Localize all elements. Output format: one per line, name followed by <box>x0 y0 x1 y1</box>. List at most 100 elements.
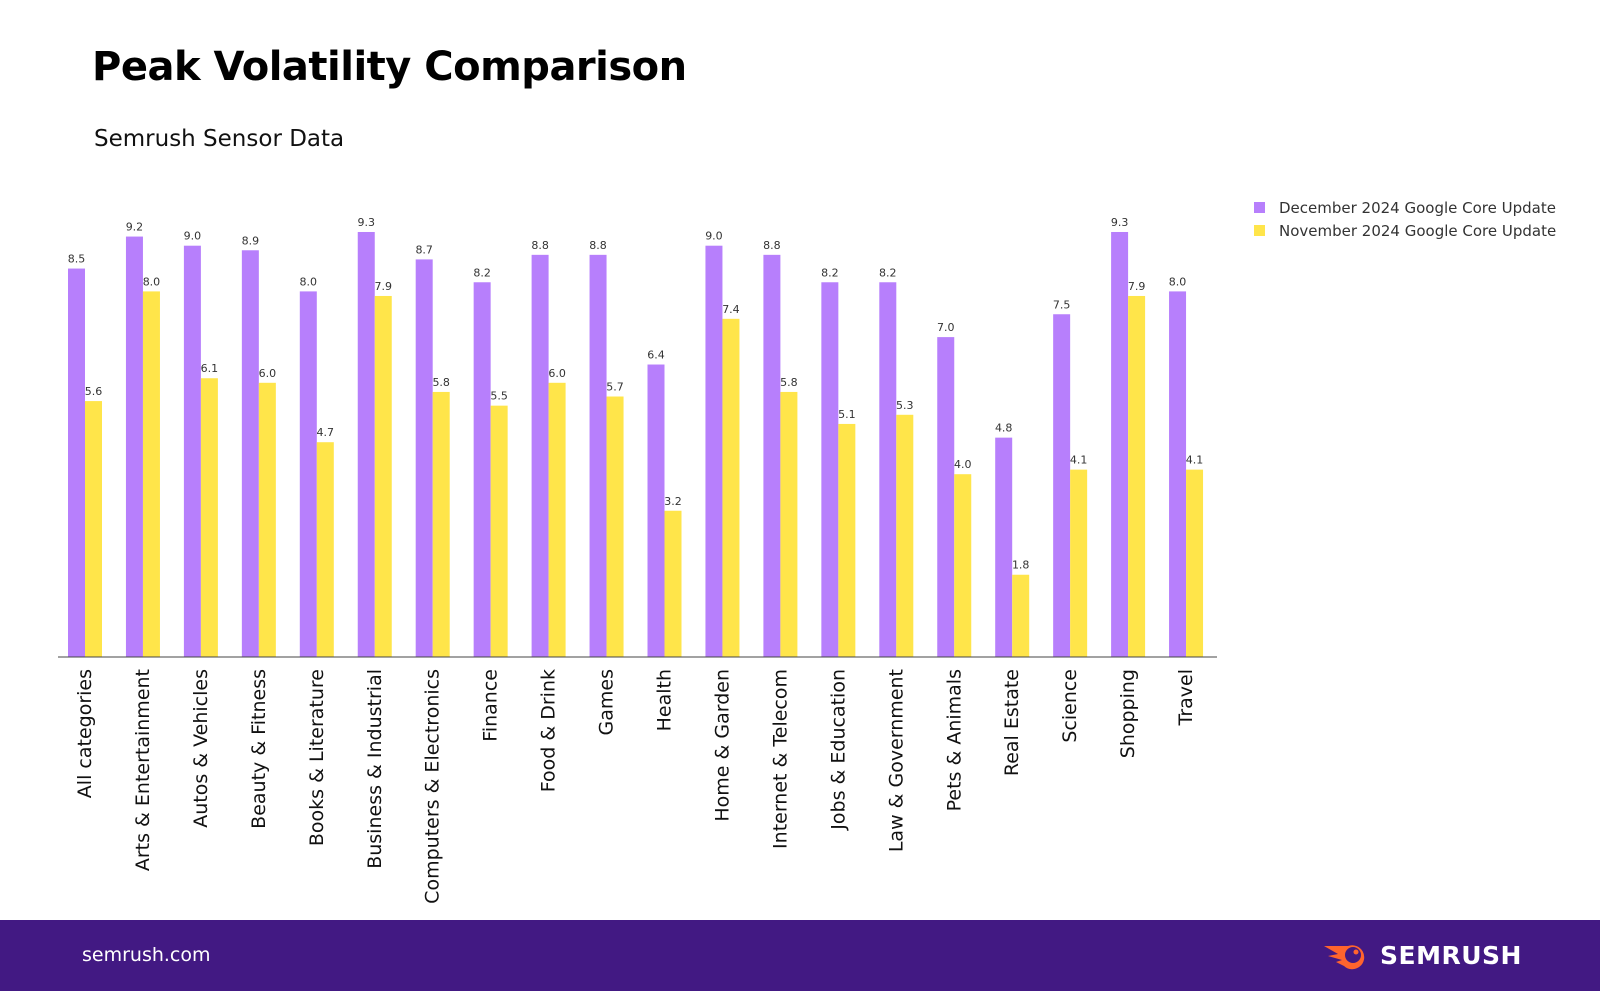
bar-chart: 8.5 5.6 All categories 9.2 8.0 Arts & Enterta… <box>58 216 1217 904</box>
bar <box>879 282 897 657</box>
data-label: 4.8 <box>995 422 1013 435</box>
bar <box>606 396 624 657</box>
data-label: 6.0 <box>259 367 277 380</box>
semrush-logo: SEMRUSH <box>1322 940 1522 970</box>
bar <box>589 254 607 657</box>
x-tick-label: Shopping <box>1117 669 1139 758</box>
data-label: 4.7 <box>317 426 335 439</box>
legend-item-november: November 2024 Google Core Update <box>1254 219 1556 242</box>
bar <box>722 318 740 657</box>
data-label: 1.8 <box>1012 559 1030 572</box>
legend-item-december: December 2024 Google Core Update <box>1254 196 1556 219</box>
x-tick-label: Travel <box>1175 669 1197 726</box>
x-tick-label: Arts & Entertainment <box>132 669 154 871</box>
x-tick-label: Health <box>654 669 676 731</box>
data-label: 8.2 <box>821 266 839 279</box>
data-label: 7.4 <box>722 303 740 316</box>
bar <box>200 378 218 657</box>
data-label: 4.1 <box>1070 454 1088 467</box>
bar <box>531 254 549 657</box>
logo-text: SEMRUSH <box>1380 940 1522 970</box>
x-tick-label: Real Estate <box>1001 669 1023 776</box>
data-label: 8.8 <box>763 239 781 252</box>
x-tick-label: Science <box>1059 669 1081 743</box>
bar <box>415 259 433 657</box>
legend-swatch <box>1254 225 1265 236</box>
data-label: 8.9 <box>242 234 260 247</box>
x-tick-label: Games <box>596 669 618 735</box>
bar <box>432 391 450 657</box>
bar <box>763 254 781 657</box>
footer: semrush.com SEMRUSH <box>0 920 1600 991</box>
data-label: 8.0 <box>1169 275 1187 288</box>
data-label: 6.1 <box>201 362 219 375</box>
x-tick-label: Finance <box>480 669 502 742</box>
bar <box>937 337 955 657</box>
site-link[interactable]: semrush.com <box>82 944 211 966</box>
legend: December 2024 Google Core Update Novembe… <box>1254 196 1556 242</box>
bar <box>1186 469 1204 657</box>
bar <box>125 236 143 657</box>
bar <box>299 291 317 657</box>
bar <box>995 437 1013 657</box>
x-tick-label: Jobs & Education <box>827 669 849 831</box>
x-tick-label: Pets & Animals <box>943 669 965 811</box>
data-label: 5.8 <box>780 376 798 389</box>
data-label: 8.0 <box>300 275 318 288</box>
data-label: 9.3 <box>358 216 376 229</box>
data-label: 8.5 <box>68 253 86 266</box>
x-tick-label: Internet & Telecom <box>769 669 791 849</box>
data-label: 7.9 <box>375 280 393 293</box>
data-label: 7.0 <box>937 321 955 334</box>
data-label: 5.6 <box>85 385 103 398</box>
bar <box>1111 231 1129 658</box>
chart-subtitle: Semrush Sensor Data <box>94 126 345 152</box>
bar <box>490 405 508 657</box>
bar <box>1128 295 1146 657</box>
bar <box>664 510 682 657</box>
x-tick-label: Computers & Electronics <box>422 669 444 904</box>
flame-icon <box>1324 945 1365 970</box>
bar <box>68 268 85 657</box>
x-tick-label: Books & Literature <box>306 669 328 846</box>
bar <box>473 282 491 657</box>
bar <box>1053 314 1071 657</box>
data-label: 7.5 <box>1053 298 1071 311</box>
bar <box>142 291 160 657</box>
bar <box>258 382 276 657</box>
bar <box>838 423 856 657</box>
data-label: 6.4 <box>647 349 665 362</box>
bar <box>316 442 334 657</box>
bar <box>705 245 723 657</box>
data-label: 9.0 <box>184 230 202 243</box>
x-tick-label: Beauty & Fitness <box>248 669 270 829</box>
bar <box>357 231 375 658</box>
x-tick-label: All categories <box>74 669 96 798</box>
bar <box>896 414 914 657</box>
data-label: 8.7 <box>415 243 433 256</box>
bar <box>374 295 392 657</box>
data-label: 9.2 <box>126 221 144 234</box>
x-tick-label: Home & Garden <box>711 669 733 822</box>
x-tick-label: Law & Government <box>885 669 907 852</box>
bar <box>647 364 665 657</box>
bar <box>85 401 102 657</box>
bar <box>183 245 201 657</box>
data-label: 8.0 <box>143 275 161 288</box>
bar <box>821 282 839 657</box>
chart-title: Peak Volatility Comparison <box>92 44 687 90</box>
data-label: 4.0 <box>954 458 972 471</box>
bar <box>1169 291 1187 657</box>
data-label: 5.3 <box>896 399 914 412</box>
bar <box>548 382 566 657</box>
bar <box>1070 469 1088 657</box>
legend-label: December 2024 Google Core Update <box>1279 198 1556 217</box>
data-label: 3.2 <box>664 495 682 508</box>
data-label: 4.1 <box>1186 454 1204 467</box>
data-label: 8.8 <box>531 239 549 252</box>
data-label: 5.5 <box>490 390 508 403</box>
bar <box>241 250 259 657</box>
x-tick-label: Business & Industrial <box>364 669 386 869</box>
data-label: 9.3 <box>1111 216 1129 229</box>
data-label: 9.0 <box>705 230 723 243</box>
